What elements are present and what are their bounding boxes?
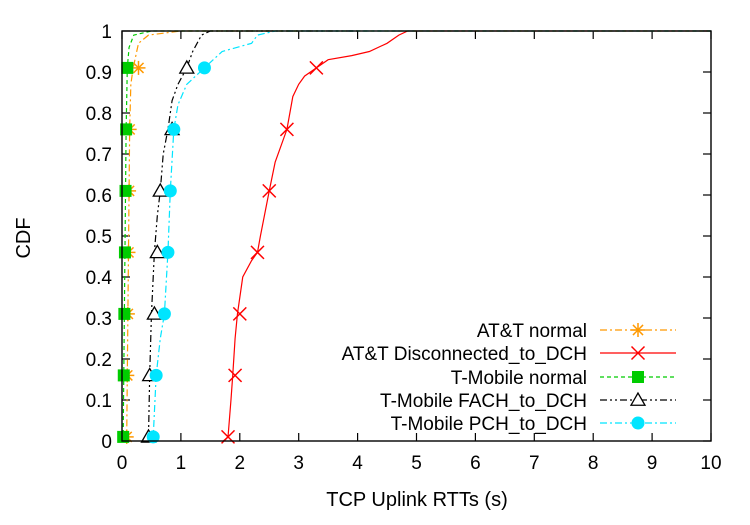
data-point-marker xyxy=(120,123,133,136)
data-point-marker xyxy=(146,430,160,444)
data-point-marker xyxy=(630,345,646,361)
data-point-marker xyxy=(232,306,247,321)
x-tick-label: 0 xyxy=(117,453,128,474)
series-line xyxy=(149,30,711,442)
x-axis-label: TCP Uplink RTTs (s) xyxy=(326,489,508,511)
x-tick-label: 10 xyxy=(700,453,721,474)
x-tick-label: 5 xyxy=(411,453,422,474)
data-point-marker xyxy=(117,369,130,382)
data-point-marker xyxy=(163,184,177,198)
data-point-marker xyxy=(178,59,195,74)
y-tick-label: 0.6 xyxy=(86,186,112,207)
data-point-marker xyxy=(149,368,163,382)
legend-item: AT&T normal xyxy=(477,321,676,342)
data-point-marker xyxy=(631,416,645,430)
series-3 xyxy=(140,30,358,443)
y-tick-label: 0.5 xyxy=(86,227,112,248)
y-tick-label: 0.7 xyxy=(86,145,112,166)
x-tick-label: 7 xyxy=(529,453,540,474)
legend-item: AT&T Disconnected_to_DCH xyxy=(342,344,676,365)
y-tick-label: 0.8 xyxy=(86,104,112,125)
y-tick-label: 0.3 xyxy=(86,309,112,330)
y-tick-label: 0.9 xyxy=(86,63,112,84)
data-point-marker xyxy=(279,122,294,137)
legend-label: AT&T normal xyxy=(477,321,587,342)
y-axis-ticks: 0 0.1 0.2 0.3 0.4 0.5 0.6 0.7 0.8 0.9 1 xyxy=(86,22,711,453)
series-1 xyxy=(220,30,711,444)
data-point-marker xyxy=(631,323,645,337)
data-point-marker xyxy=(161,245,175,259)
y-tick-label: 0.4 xyxy=(86,268,113,289)
series-2 xyxy=(117,30,711,443)
legend-item: T-Mobile FACH_to_DCH xyxy=(380,391,676,412)
data-point-marker xyxy=(117,430,130,443)
x-tick-label: 9 xyxy=(647,453,658,474)
x-tick-label: 3 xyxy=(293,453,304,474)
legend-label: T-Mobile PCH_to_DCH xyxy=(391,414,587,435)
data-point-marker xyxy=(629,391,647,406)
data-point-marker xyxy=(131,60,146,75)
data-point-marker xyxy=(197,61,211,75)
data-point-marker xyxy=(149,244,166,259)
data-point-marker xyxy=(632,371,644,383)
data-point-marker xyxy=(121,61,134,74)
series-4 xyxy=(146,30,711,444)
series-line xyxy=(145,30,358,442)
x-tick-label: 6 xyxy=(470,453,481,474)
x-tick-label: 4 xyxy=(352,453,363,474)
legend-label: T-Mobile normal xyxy=(451,368,587,389)
x-tick-label: 1 xyxy=(176,453,187,474)
y-tick-label: 1 xyxy=(101,22,112,43)
data-point-marker xyxy=(262,183,277,198)
x-tick-label: 8 xyxy=(588,453,599,474)
plot-frame xyxy=(121,30,712,442)
data-point-marker xyxy=(146,305,163,320)
legend-item: T-Mobile PCH_to_DCH xyxy=(391,414,676,435)
data-point-marker xyxy=(118,307,131,320)
data-point-marker xyxy=(118,246,131,259)
x-tick-label: 2 xyxy=(235,453,246,474)
y-axis-label: CDF xyxy=(13,217,35,258)
data-point-marker xyxy=(250,245,265,260)
data-point-marker xyxy=(228,368,243,383)
series-line xyxy=(121,30,711,442)
y-tick-label: 0 xyxy=(101,432,112,453)
legend-item: T-Mobile normal xyxy=(451,368,676,389)
y-tick-label: 0.1 xyxy=(86,391,112,412)
y-tick-label: 0.2 xyxy=(86,350,112,371)
series-0 xyxy=(119,30,299,444)
data-point-marker xyxy=(157,307,171,321)
data-point-marker xyxy=(152,182,169,197)
legend-label: T-Mobile FACH_to_DCH xyxy=(380,391,587,412)
legend-label: AT&T Disconnected_to_DCH xyxy=(342,344,587,365)
data-point-marker xyxy=(309,60,324,75)
data-point-marker xyxy=(167,122,181,136)
series-layer xyxy=(117,30,711,444)
